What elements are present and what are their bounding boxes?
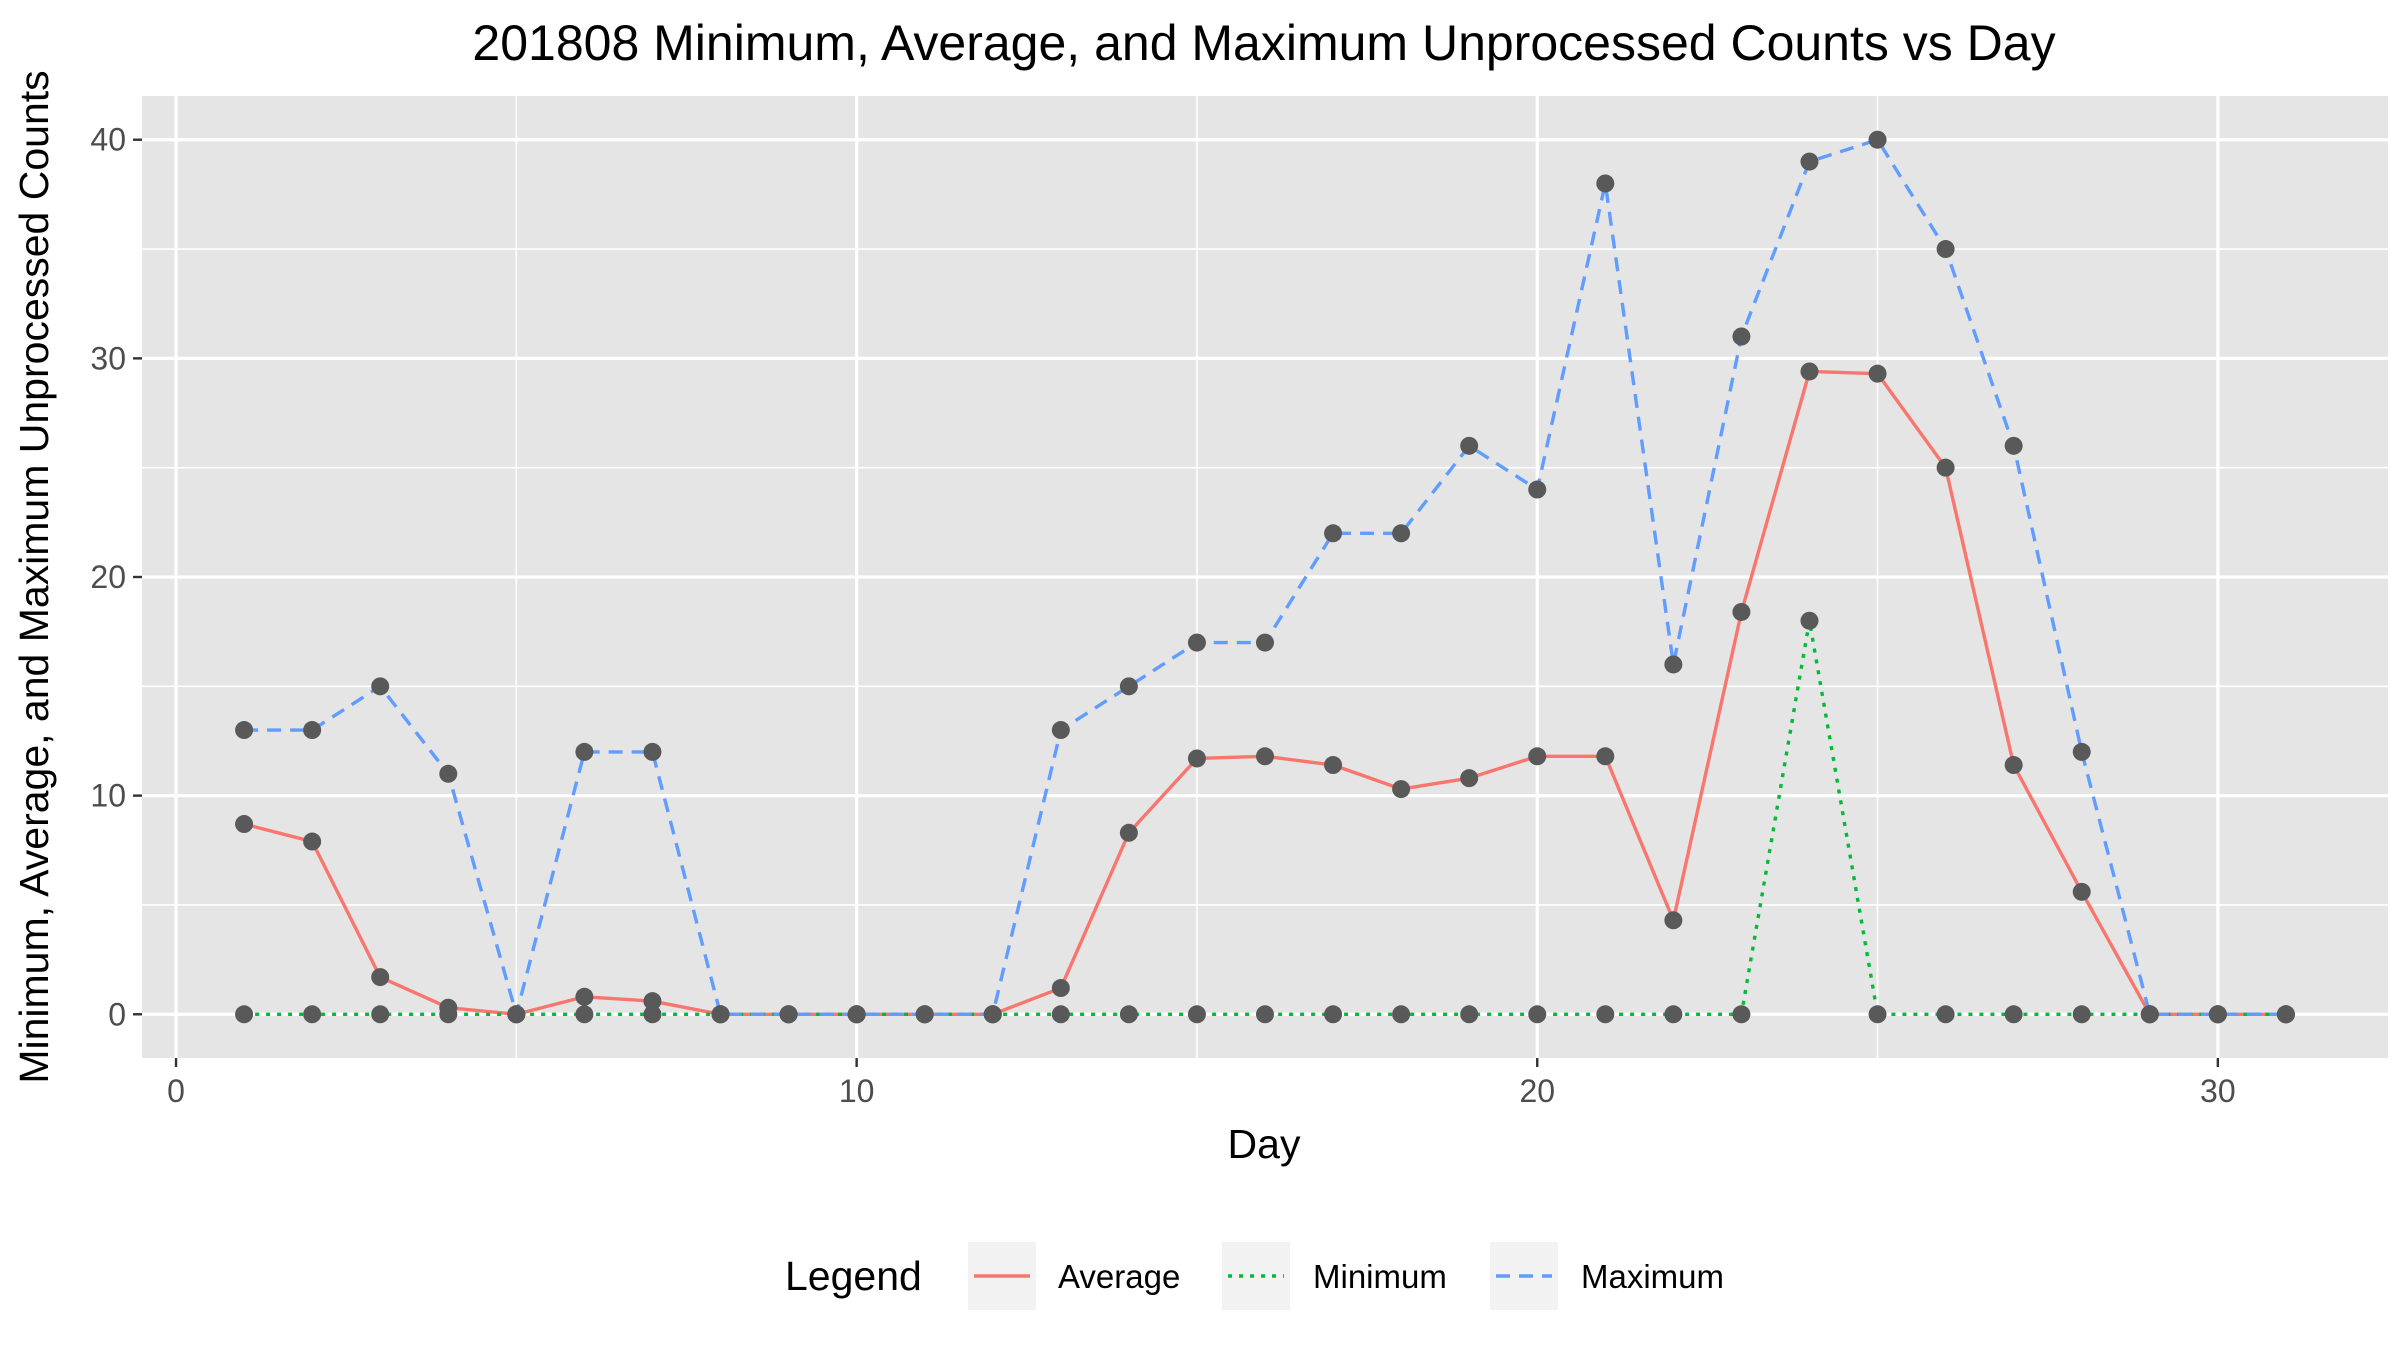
data-point-minimum [1732,1005,1751,1024]
legend-key-minimum [1222,1242,1290,1310]
data-point-maximum [1392,524,1411,543]
data-point-minimum [2004,1005,2023,1024]
data-point-maximum [915,1005,934,1024]
data-point-maximum [2276,1005,2295,1024]
data-point-minimum [1800,611,1819,630]
data-point-minimum [1596,1005,1615,1024]
data-point-maximum [1664,655,1683,674]
data-point-minimum [1868,1005,1887,1024]
data-point-maximum [1596,174,1615,193]
data-point-maximum [575,742,594,761]
data-point-average [1936,458,1955,477]
data-point-average [1732,602,1751,621]
data-point-maximum [303,721,322,740]
data-point-average [303,832,322,851]
data-point-maximum [711,1005,730,1024]
chart-title: 201808 Minimum, Average, and Maximum Unp… [472,15,2055,71]
data-point-average [1187,749,1206,768]
data-point-average [1119,823,1138,842]
data-point-average [2004,756,2023,775]
data-point-minimum [643,1005,662,1024]
x-tick-label: 20 [1519,1073,1555,1109]
data-point-maximum [1936,240,1955,259]
data-point-minimum [303,1005,322,1024]
data-point-maximum [643,742,662,761]
data-point-minimum [371,1005,390,1024]
x-tick-label: 30 [2200,1073,2236,1109]
data-point-minimum [1392,1005,1411,1024]
data-point-average [1256,747,1274,766]
data-point-average [1664,911,1683,930]
legend: Legend Average Minimum Maximum [785,1242,1724,1310]
x-tick-label: 0 [167,1073,185,1109]
legend-label-maximum: Maximum [1581,1258,1724,1295]
data-point-minimum [1528,1005,1547,1024]
data-point-maximum [779,1005,798,1024]
data-point-average [643,992,662,1011]
data-point-maximum [1324,524,1343,543]
y-axis: 0 10 20 30 40 [90,122,142,1032]
data-point-minimum [575,1005,594,1024]
data-point-minimum [1119,1005,1138,1024]
data-point-average [1800,362,1819,381]
x-axis-title: Day [1228,1121,1301,1167]
data-point-average [1868,364,1887,383]
data-point-maximum [1051,721,1070,740]
legend-label-average: Average [1058,1258,1180,1295]
data-point-maximum [847,1005,866,1024]
data-point-minimum [1256,1005,1274,1024]
data-point-maximum [1732,327,1751,346]
data-points [235,130,2295,1024]
data-point-maximum [1256,633,1274,652]
data-point-minimum [1051,1005,1070,1024]
y-tick-label: 40 [90,122,126,158]
legend-title: Legend [785,1253,922,1299]
data-point-average [575,987,594,1006]
data-point-average [1596,747,1615,766]
data-point-average [371,968,390,987]
data-point-maximum [1800,152,1819,171]
data-point-minimum [1460,1005,1479,1024]
data-point-maximum [2004,436,2023,455]
x-axis: 0 10 20 30 [167,1058,2236,1109]
data-point-minimum [1936,1005,1955,1024]
y-tick-label: 20 [90,559,126,595]
data-point-average [1392,780,1411,799]
data-point-minimum [1664,1005,1683,1024]
data-point-maximum [1187,633,1206,652]
data-point-maximum [439,764,458,783]
data-point-maximum [2208,1005,2227,1024]
data-point-minimum [439,1005,458,1024]
data-point-minimum [1187,1005,1206,1024]
legend-label-minimum: Minimum [1313,1258,1447,1295]
data-point-maximum [2072,742,2091,761]
data-point-average [1528,747,1547,766]
data-point-maximum [983,1005,1002,1024]
data-point-maximum [1868,130,1887,149]
data-point-average [1051,979,1070,998]
data-point-minimum [235,1005,254,1024]
y-tick-label: 30 [90,340,126,376]
x-tick-label: 10 [839,1073,875,1109]
data-point-maximum [1119,677,1138,696]
data-point-maximum [2140,1005,2159,1024]
y-axis-title: Minimum, Average, and Maximum Unprocesse… [11,70,57,1083]
data-point-maximum [235,721,254,740]
y-tick-label: 10 [90,778,126,814]
data-point-average [1460,769,1479,788]
data-point-maximum [507,1005,526,1024]
data-point-average [2072,882,2091,901]
data-point-average [1324,756,1343,775]
data-point-maximum [371,677,390,696]
data-point-maximum [1528,480,1547,499]
y-tick-label: 0 [108,996,126,1032]
data-point-average [235,815,254,834]
data-point-maximum [1460,436,1479,455]
data-point-minimum [1324,1005,1343,1024]
data-point-minimum [2072,1005,2091,1024]
